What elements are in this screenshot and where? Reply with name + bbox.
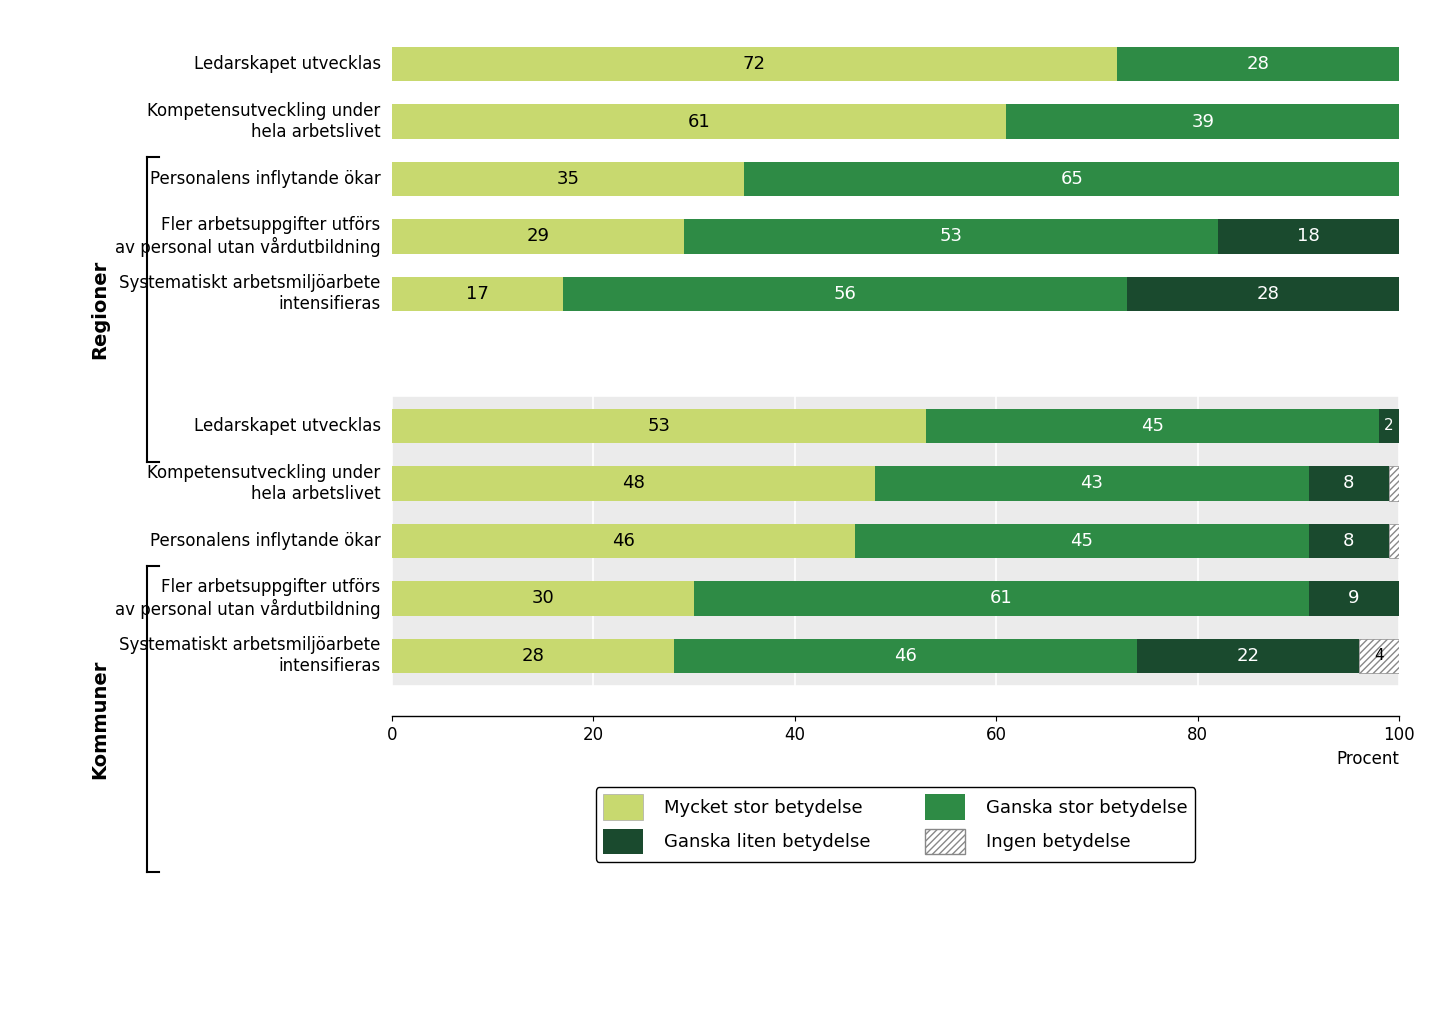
Bar (1389, 524, 1399, 558)
Bar (392, 581, 694, 616)
Text: 4: 4 (1374, 648, 1384, 663)
Bar (392, 276, 563, 311)
Text: 30: 30 (532, 590, 555, 607)
Text: 46: 46 (612, 532, 635, 550)
Text: 28: 28 (522, 646, 545, 665)
Bar (1308, 466, 1389, 501)
Bar (392, 220, 684, 254)
Bar (1308, 524, 1389, 558)
Text: Regioner: Regioner (90, 260, 110, 359)
Text: 28: 28 (1247, 55, 1270, 73)
Text: 56: 56 (834, 285, 857, 303)
Text: 9: 9 (1348, 590, 1360, 607)
Text: 72: 72 (744, 55, 766, 73)
Text: 8: 8 (1343, 474, 1354, 493)
Bar (392, 408, 925, 443)
Text: Kommuner: Kommuner (90, 659, 110, 778)
Text: 48: 48 (622, 474, 645, 493)
Bar (855, 524, 1308, 558)
Bar (1117, 46, 1399, 81)
X-axis label: Procent: Procent (1336, 750, 1399, 768)
Bar (392, 162, 745, 196)
Text: 39: 39 (1191, 112, 1214, 131)
Bar (684, 220, 1218, 254)
Bar (1007, 104, 1399, 139)
Text: 8: 8 (1343, 532, 1354, 550)
Text: 65: 65 (1061, 170, 1084, 188)
Bar (925, 408, 1379, 443)
Bar (875, 466, 1308, 501)
Bar (392, 104, 1007, 139)
Bar (1379, 408, 1399, 443)
Bar (1389, 466, 1399, 501)
Legend: Mycket stor betydelse, Ganska liten betydelse, Ganska stor betydelse, Ingen bety: Mycket stor betydelse, Ganska liten bety… (596, 787, 1195, 862)
Text: 17: 17 (466, 285, 489, 303)
Text: 35: 35 (556, 170, 579, 188)
Bar (1218, 220, 1399, 254)
Text: 28: 28 (1257, 285, 1280, 303)
Text: 46: 46 (894, 646, 917, 665)
Bar (563, 276, 1127, 311)
Bar (745, 162, 1399, 196)
Bar (392, 524, 855, 558)
Bar (392, 46, 1117, 81)
Bar (1127, 276, 1409, 311)
Text: 61: 61 (688, 112, 711, 131)
Text: 43: 43 (1081, 474, 1104, 493)
Bar (392, 466, 875, 501)
Text: 2: 2 (1384, 419, 1394, 433)
Bar (392, 638, 674, 673)
Text: 29: 29 (526, 228, 549, 245)
Bar (674, 638, 1137, 673)
Bar (694, 581, 1308, 616)
Text: 22: 22 (1237, 646, 1260, 665)
Bar (1358, 638, 1399, 673)
Text: 45: 45 (1071, 532, 1094, 550)
Text: 45: 45 (1141, 417, 1164, 435)
Text: 53: 53 (648, 417, 671, 435)
Bar (392, 397, 1399, 685)
Text: 18: 18 (1297, 228, 1320, 245)
Bar (1137, 638, 1358, 673)
Text: 53: 53 (940, 228, 962, 245)
Text: 61: 61 (990, 590, 1012, 607)
Bar (1308, 581, 1399, 616)
